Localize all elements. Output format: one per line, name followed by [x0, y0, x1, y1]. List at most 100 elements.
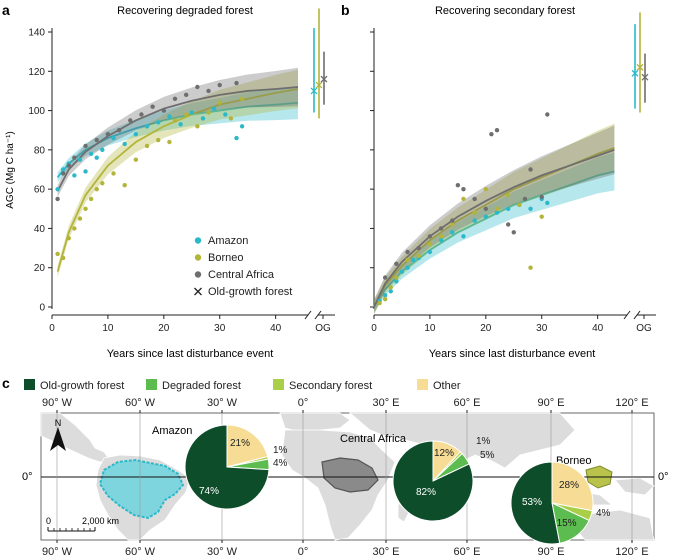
borneo-og-mean	[636, 63, 644, 71]
map-longitude-ticks: 90° W 60° W 30° W 0° 30° E 60° E 90° E 120° E 90…	[42, 397, 649, 558]
amazon-point	[88, 151, 94, 156]
top-tick-label: 30° E	[372, 397, 399, 409]
panel-a-label: a	[2, 2, 10, 18]
map-legend-label-pie_degraded: Degraded forest	[162, 380, 241, 392]
x-tick-label: 0	[371, 323, 377, 334]
north-label: N	[55, 418, 62, 428]
borneo-point	[450, 222, 455, 227]
axis-break-mark	[304, 310, 312, 320]
central_africa-point	[150, 104, 155, 109]
pie-label-pie_other: 28%	[559, 480, 579, 491]
central_africa-point	[83, 143, 88, 149]
central_africa-point	[528, 167, 533, 172]
amazon-point	[200, 116, 206, 121]
borneo-point	[60, 255, 66, 261]
bottom-tick-label: 90° E	[537, 546, 564, 558]
pie-label-pie_old_growth: 74%	[199, 486, 219, 497]
amazon-ci-band	[57, 86, 298, 183]
borneo-point	[427, 241, 433, 247]
x-tick-label: 20	[158, 323, 170, 334]
borneo-point	[438, 234, 444, 239]
axis-break-mark	[623, 310, 631, 320]
central_africa-point	[94, 137, 99, 143]
central_africa-point	[483, 206, 489, 211]
amazon-point	[167, 114, 172, 119]
scale-zero: 0	[46, 516, 51, 526]
x-tick-label: 40	[270, 323, 282, 334]
bottom-tick-label: 0°	[298, 546, 309, 558]
central_africa-point	[105, 131, 111, 137]
borneo-point	[206, 110, 211, 115]
borneo-point	[494, 206, 500, 211]
map-legend-label-pie_old_growth: Old-growth forest	[40, 380, 124, 392]
amazon-point	[438, 238, 444, 243]
amazon-point	[189, 110, 194, 115]
pie-label-pie_secondary: 1%	[273, 445, 288, 456]
chart-recovering-secondary: 0 10 20 30 40 OG	[370, 12, 656, 334]
borneo-point	[94, 186, 99, 192]
map-panel: Old-growth forest Degraded forest Secondar…	[22, 379, 669, 558]
pie-label-pie_degraded: 4%	[273, 458, 288, 469]
y-tick-label: 120	[28, 67, 45, 78]
top-tick-label: 90° W	[42, 397, 73, 409]
pie-charts: 74% 4% 1% 21% 82% 5% 1% 12% 53% 15% 4% 28%	[184, 424, 611, 545]
central_africa-point	[461, 186, 466, 192]
central_africa-point	[116, 128, 122, 133]
legend-label-amazon: Amazon	[208, 235, 248, 247]
amazon-region	[98, 458, 185, 520]
amazon-point	[427, 249, 433, 255]
central_africa-point	[72, 155, 77, 160]
amazon-fit-line	[56, 101, 299, 178]
pie-label-pie_secondary: 4%	[596, 508, 611, 519]
central_africa-point	[55, 196, 60, 202]
central_africa-og-mean	[320, 75, 328, 83]
central_africa-point	[545, 112, 550, 117]
central_africa-point	[511, 230, 516, 235]
central_africa-point	[60, 171, 66, 176]
central_africa-ci-band	[57, 67, 298, 197]
og-tick-label: OG	[315, 323, 331, 334]
amazon-point	[60, 167, 66, 172]
amazon-point	[83, 169, 88, 174]
borneo-point	[528, 265, 533, 270]
central_africa-point	[382, 275, 388, 280]
borneo-point	[217, 100, 222, 105]
y-tick-label: 40	[34, 224, 46, 235]
top-tick-label: 30° W	[207, 397, 238, 409]
borneo-point	[388, 285, 393, 290]
legend-marker-amazon	[194, 237, 202, 244]
amazon-point	[77, 157, 83, 162]
amazon-point	[505, 206, 511, 211]
map-legend-label-pie_secondary: Secondary forest	[289, 380, 372, 392]
borneo-point	[505, 192, 511, 198]
amazon-point	[405, 265, 410, 270]
amazon-point	[394, 279, 399, 284]
borneo-point	[517, 202, 522, 208]
equator-label-left: 0°	[22, 471, 33, 483]
central_africa-point	[183, 92, 189, 98]
legend-label-central_africa: Central Africa	[208, 269, 275, 281]
central_africa-point	[450, 218, 455, 223]
bottom-tick-label: 60° E	[453, 546, 480, 558]
bottom-tick-label: 120° E	[615, 546, 648, 558]
amazon-point	[450, 230, 455, 235]
central_africa-point	[522, 196, 528, 202]
borneo-point	[66, 236, 71, 241]
legend-marker-central_africa	[194, 271, 202, 278]
legend-label-borneo: Borneo	[208, 252, 243, 264]
amazon-point	[239, 124, 245, 129]
central_africa-point	[206, 88, 211, 94]
bottom-tick-label: 90° W	[42, 546, 73, 558]
y-tick-label: 80	[34, 145, 46, 156]
central_africa-point	[195, 84, 200, 90]
amazon-point	[94, 155, 99, 160]
borneo-point	[377, 300, 382, 306]
central_africa-point	[494, 128, 500, 133]
amazon-point	[410, 257, 416, 263]
central_africa-point	[472, 196, 477, 202]
central-africa-label: Central Africa	[340, 433, 407, 445]
borneo-point	[111, 171, 116, 176]
amazon-label: Amazon	[152, 425, 192, 437]
x-tick-label: 20	[480, 323, 492, 334]
